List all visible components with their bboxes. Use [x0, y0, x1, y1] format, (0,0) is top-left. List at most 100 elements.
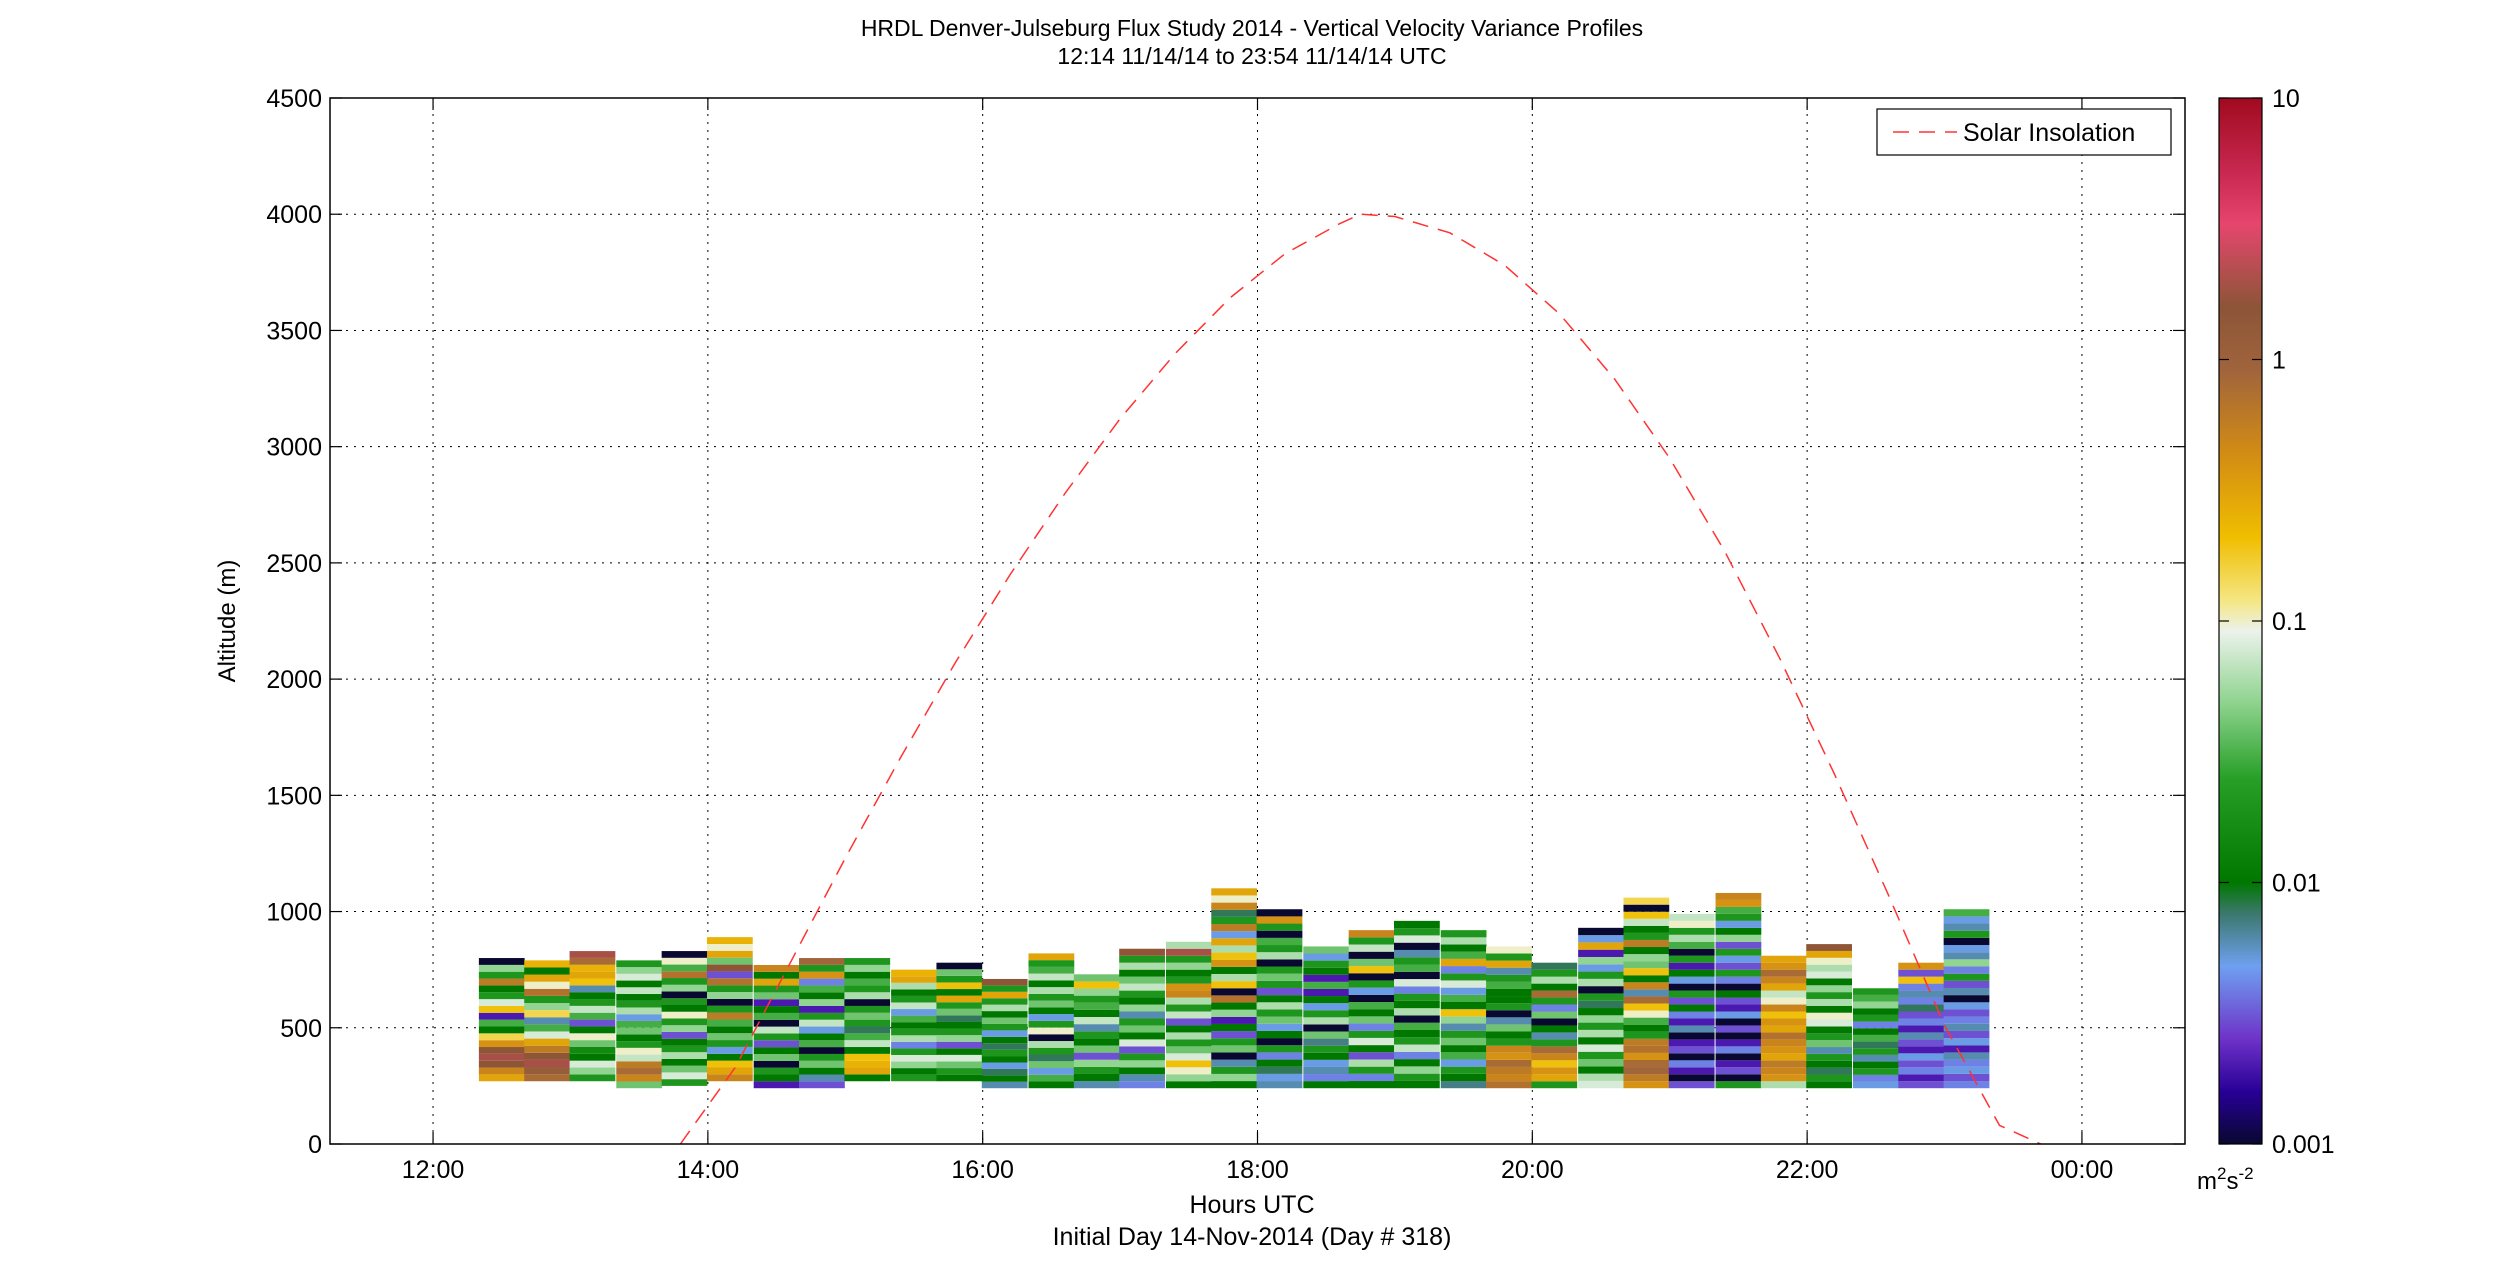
variance-cell — [1578, 964, 1624, 972]
variance-cell — [1303, 946, 1350, 954]
variance-cell — [1898, 962, 1945, 970]
variance-cell — [1256, 995, 1303, 1003]
variance-cell — [616, 1014, 663, 1021]
variance-cell — [1623, 968, 1670, 976]
variance-cell — [1348, 1066, 1395, 1074]
variance-cell — [1165, 997, 1212, 1005]
variance-cell — [1760, 969, 1807, 977]
variance-cell — [1623, 1017, 1670, 1025]
variance-cell — [1119, 962, 1165, 970]
variance-cell — [661, 1011, 708, 1019]
variance-cell — [1760, 955, 1807, 963]
chart-subtitle: 12:14 11/14/14 to 23:54 11/14/14 UTC — [1057, 43, 1446, 69]
variance-cell — [524, 1017, 570, 1025]
variance-cell — [1028, 980, 1075, 988]
variance-cell — [1440, 944, 1487, 952]
variance-cell — [1668, 1053, 1715, 1061]
variance-cell — [981, 1011, 1028, 1018]
variance-cell — [661, 964, 708, 972]
variance-cell — [1486, 1045, 1532, 1053]
variance-cell — [936, 1068, 983, 1075]
variance-cell — [1256, 952, 1303, 960]
x-tick-label: 16:00 — [951, 1156, 1014, 1184]
variance-cell — [1348, 1059, 1395, 1067]
variance-cell — [1852, 1028, 1899, 1035]
variance-cell — [1668, 948, 1715, 956]
variance-cell — [981, 985, 1028, 992]
variance-cell — [936, 1002, 983, 1009]
variance-cell — [1943, 966, 1990, 974]
variance-cell — [1852, 1048, 1899, 1055]
variance-cell — [1256, 1081, 1303, 1089]
variance-cell — [1303, 974, 1350, 982]
variance-cell — [891, 969, 937, 977]
variance-cell — [1348, 1081, 1395, 1089]
variance-cell — [1348, 1073, 1395, 1082]
variance-cell — [1531, 1081, 1578, 1089]
variance-cell — [1623, 975, 1670, 983]
variance-cell — [936, 1008, 983, 1016]
variance-cell — [1715, 976, 1762, 984]
variance-cell — [799, 1047, 845, 1054]
variance-cell — [1394, 1059, 1440, 1067]
variance-cell — [1348, 930, 1395, 938]
variance-cell — [1715, 1039, 1762, 1047]
variance-cell — [1898, 997, 1945, 1005]
variance-cell — [478, 1074, 525, 1082]
variance-cell — [1578, 1037, 1624, 1045]
variance-cell — [1806, 1040, 1852, 1048]
variance-cell — [661, 1079, 708, 1086]
variance-cell — [1348, 958, 1395, 967]
variance-cell — [1898, 1018, 1945, 1026]
variance-cell — [1211, 924, 1258, 932]
variance-cell — [616, 973, 663, 981]
variance-cell — [1898, 1074, 1945, 1082]
variance-cell — [1943, 987, 1990, 996]
variance-cell — [1440, 966, 1487, 974]
colorbar-tick-label: 0.001 — [2272, 1131, 2335, 1159]
variance-cell — [1715, 1018, 1762, 1026]
variance-cell — [1073, 1073, 1120, 1082]
variance-cell — [1760, 983, 1807, 991]
variance-cell — [981, 978, 1028, 986]
colorbar-tick-label: 1 — [2272, 347, 2286, 375]
legend-label: Solar Insolation — [1963, 119, 2135, 147]
variance-cell — [1943, 1038, 1990, 1046]
variance-cell — [1028, 1074, 1075, 1082]
variance-cell — [1028, 1061, 1075, 1068]
variance-cell — [706, 964, 753, 972]
variance-cell — [1668, 955, 1715, 963]
variance-cell — [1028, 1034, 1075, 1042]
variance-cell — [1715, 899, 1762, 907]
variance-cell — [1623, 897, 1670, 905]
variance-cell — [1668, 1025, 1715, 1033]
variance-cell — [661, 1038, 708, 1046]
variance-cell — [616, 1000, 663, 1008]
variance-cell — [1578, 978, 1624, 987]
variance-cell — [1715, 1046, 1762, 1054]
variance-cell — [1211, 902, 1258, 910]
variance-cell — [1303, 1045, 1350, 1053]
variance-cell — [1852, 1014, 1899, 1022]
variance-cell — [706, 1019, 753, 1027]
variance-cell — [1256, 1038, 1303, 1046]
variance-cell — [1531, 1060, 1578, 1068]
variance-cell — [616, 1020, 663, 1028]
variance-cell — [936, 1061, 983, 1069]
variance-cell — [569, 1053, 616, 1061]
variance-cell — [1806, 1067, 1852, 1075]
variance-cell — [1715, 1053, 1762, 1061]
variance-cell — [1715, 1060, 1762, 1068]
variance-cell — [981, 1075, 1028, 1082]
variance-cell — [844, 1033, 891, 1041]
variance-cell — [1303, 1010, 1350, 1018]
variance-cell — [1531, 1025, 1578, 1033]
variance-cell — [706, 1060, 753, 1068]
variance-cell — [1165, 1053, 1212, 1061]
variance-cell — [891, 1061, 937, 1069]
variance-cell — [1898, 1053, 1945, 1061]
variance-cell — [569, 964, 616, 972]
variance-cell — [1578, 1051, 1624, 1060]
variance-cell — [1303, 988, 1350, 997]
variance-cell — [1165, 1032, 1212, 1040]
